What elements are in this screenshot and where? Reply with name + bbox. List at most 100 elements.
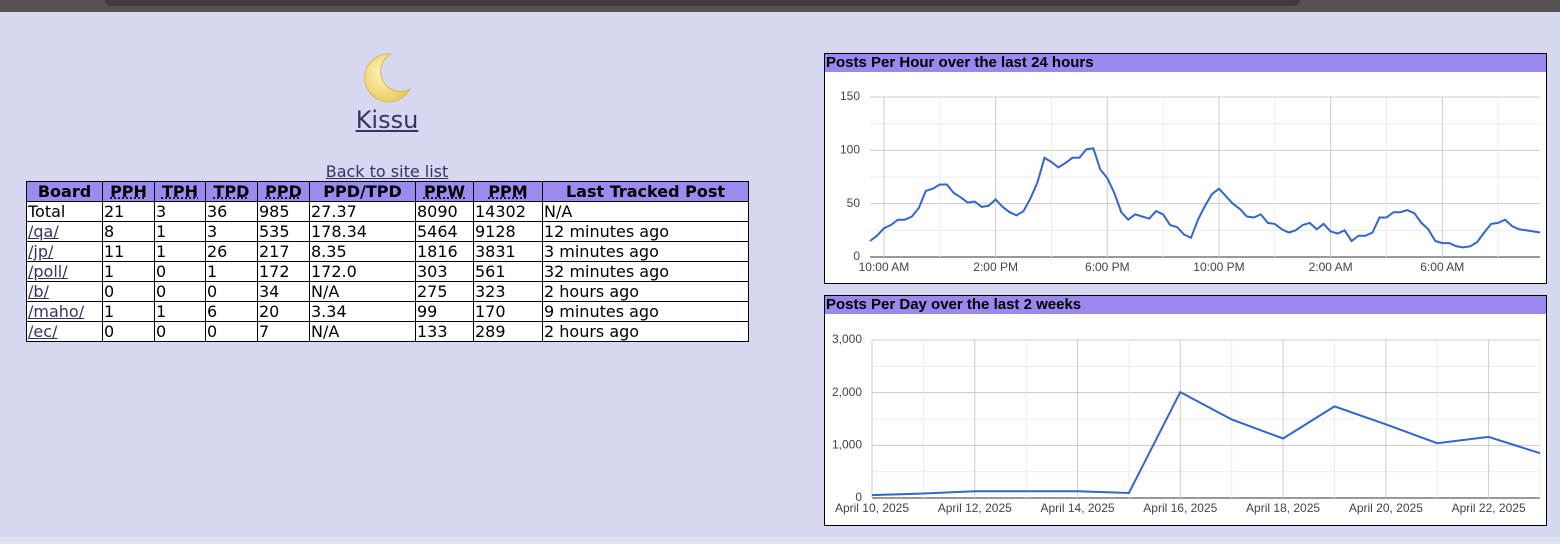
address-bar: [105, 0, 1300, 6]
table-cell: /ec/: [26, 321, 103, 342]
cell-text: 3 minutes ago: [544, 242, 659, 261]
table-cell: 8: [102, 221, 155, 242]
x-tick-label: April 20, 2025: [1349, 501, 1423, 515]
cell-text: 1: [104, 262, 115, 281]
table-cell: 170: [473, 301, 543, 322]
data-line: [869, 147, 1541, 249]
cell-text: 3: [207, 222, 218, 241]
table-cell: /qa/: [26, 221, 103, 242]
cell-text: 0: [104, 282, 115, 301]
cell-text: 8090: [417, 202, 458, 221]
table-cell: 27.37: [309, 201, 416, 222]
x-tick-label: 2:00 AM: [1309, 260, 1353, 274]
column-header: PPD: [257, 181, 310, 202]
table-cell: 99: [415, 301, 474, 322]
cell-text: 217: [259, 242, 290, 261]
cell-text: 535: [259, 222, 290, 241]
table-cell: 12 minutes ago: [542, 221, 749, 242]
cell-text: 14302: [475, 202, 526, 221]
data-line: [871, 390, 1541, 497]
cell-text: 3831: [475, 242, 516, 261]
column-header-text: PPM: [488, 182, 528, 201]
table-row: /jp/11 1 26 217 8.35 1816 3831 3 minutes ago: [26, 241, 749, 262]
column-header: TPD: [205, 181, 258, 202]
table-cell: 8.35: [309, 241, 416, 262]
table-cell: 0: [102, 321, 155, 342]
table-cell: 217: [257, 241, 310, 262]
table-row: /maho/1 1 6 20 3.34 99 170 9 minutes ago: [26, 301, 749, 322]
cell-text: 2 hours ago: [544, 282, 640, 301]
cell-text: 21: [104, 202, 125, 221]
table-cell: 0: [154, 281, 206, 302]
table-cell: 2 hours ago: [542, 281, 749, 302]
table-cell: 1: [154, 301, 206, 322]
table-cell: 8090: [415, 201, 474, 222]
table-cell: 561: [473, 261, 543, 282]
table-cell: /b/: [26, 281, 103, 302]
x-tick-label: 10:00 AM: [859, 260, 910, 274]
site-title-link[interactable]: Kissu: [355, 106, 419, 134]
moon-icon: [364, 53, 412, 103]
y-tick-label: 100: [840, 143, 860, 157]
table-cell: 34: [257, 281, 310, 302]
table-cell: 9 minutes ago: [542, 301, 749, 322]
cell-text: 3.34: [311, 302, 347, 321]
cell-text: 11: [104, 242, 125, 261]
cell-text: 2 hours ago: [544, 322, 640, 341]
table-cell: 21: [102, 201, 155, 222]
cell-text: 5464: [417, 222, 458, 241]
table-cell: 985: [257, 201, 310, 222]
column-header-text: PPD/TPD: [323, 182, 402, 201]
board-link[interactable]: /poll/: [28, 262, 68, 281]
browser-bar: [0, 0, 1560, 12]
cell-text: 6: [207, 302, 218, 321]
cell-text: 3: [156, 202, 167, 221]
chart: Posts Per Hour over the last 24 hours 0 50…: [824, 53, 1547, 284]
board-link[interactable]: /maho/: [28, 302, 85, 321]
table-cell: Total: [26, 201, 103, 222]
table-cell: 1: [154, 221, 206, 242]
cell-text: 1: [156, 242, 167, 261]
table-row: Total 21 3 36 985 27.37 8090 14302 N/A: [26, 201, 749, 222]
chart-frame: [824, 53, 1547, 284]
x-tick-label: April 12, 2025: [938, 501, 1012, 515]
cell-text: 26: [207, 242, 228, 261]
table-cell: 3831: [473, 241, 543, 262]
table-cell: 172: [257, 261, 310, 282]
board-link[interactable]: /jp/: [28, 242, 54, 261]
column-header-text: PPD: [265, 182, 302, 201]
table-cell: 0: [154, 321, 206, 342]
cell-text: 323: [475, 282, 506, 301]
table-cell: 14302: [473, 201, 543, 222]
cell-text: 0: [207, 282, 218, 301]
cell-text: 8: [104, 222, 115, 241]
table-cell: 303: [415, 261, 474, 282]
column-header: PPM: [473, 181, 543, 202]
table-cell: 26: [205, 241, 258, 262]
stats-table: Board PPH TPH TPD PPD PPD/TPD PPW PPM Last Track…: [26, 181, 749, 342]
table-row: /qa/8 1 3 535 178.34 5464 9128 12 minutes ago: [26, 221, 749, 242]
x-tick-label: April 18, 2025: [1246, 501, 1320, 515]
chart-title-bar: [825, 54, 1546, 72]
cell-text: 0: [156, 282, 167, 301]
cell-text: 0: [156, 322, 167, 341]
cell-text: 172.0: [311, 262, 357, 281]
chart: Posts Per Day over the last 2 weeks 0 1,00…: [824, 295, 1547, 526]
board-link[interactable]: /ec/: [28, 322, 58, 341]
table-cell: 0: [154, 261, 206, 282]
table-cell: 1: [102, 261, 155, 282]
x-tick-label: April 14, 2025: [1041, 501, 1115, 515]
board-link[interactable]: /b/: [28, 282, 49, 301]
cell-text: 133: [417, 322, 448, 341]
chart-frame: [824, 295, 1547, 526]
bottom-bar: [0, 537, 1560, 544]
column-header-text: Last Tracked Post: [565, 182, 726, 201]
table-cell: 323: [473, 281, 543, 302]
back-link[interactable]: Back to site list: [325, 162, 449, 181]
header-row: Board PPH TPH TPD PPD PPD/TPD PPW PPM Last Track…: [26, 181, 749, 202]
table-row: /poll/1 0 1 172 172.0 303 561 32 minutes ago: [26, 261, 749, 282]
cell-text: 1: [104, 302, 115, 321]
cell-text: 27.37: [311, 202, 357, 221]
board-link[interactable]: /qa/: [28, 222, 59, 241]
